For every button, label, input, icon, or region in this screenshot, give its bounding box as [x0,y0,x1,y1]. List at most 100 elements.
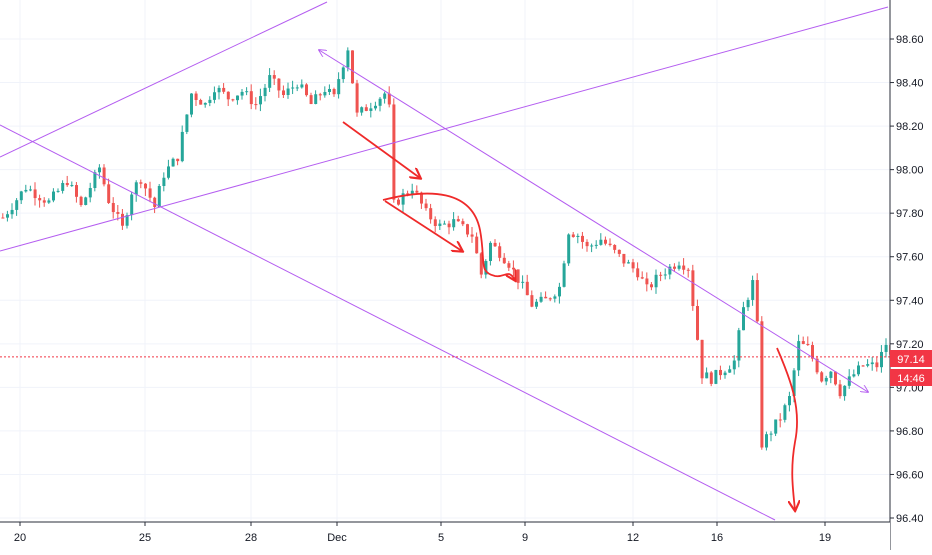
candle [870,362,874,365]
candle [769,433,773,435]
candle [829,371,833,378]
candle [410,190,414,194]
candle [604,239,607,244]
candle [199,99,203,105]
candle [194,93,198,100]
candle [157,186,161,207]
channel-upper-line-1 [0,1,328,158]
candle [663,274,667,276]
candle [539,296,543,302]
candle [700,339,704,379]
candle [705,372,709,379]
candle [581,235,584,242]
candle [548,298,552,300]
candle [659,274,663,276]
candle [852,374,856,377]
candle [98,167,101,173]
candle [10,209,14,215]
current-price-label-bg [890,350,932,367]
candle [788,396,791,406]
candle [351,50,354,84]
red-arrow-1 [342,121,420,178]
candle [323,91,327,96]
y-tick-label: 98.40 [896,78,924,90]
countdown-label: 14:46 [897,373,925,385]
candle [213,92,216,100]
candle [47,200,51,203]
candle [116,212,120,214]
candle [677,265,681,269]
candle [553,296,557,299]
candle [875,362,879,368]
candle [594,244,598,246]
y-tick-label: 97.60 [896,252,924,264]
candle [544,296,548,299]
candle [525,281,529,296]
candle [277,78,281,91]
candle [263,87,267,97]
candle [139,182,143,184]
candle [42,200,46,203]
candle [360,107,364,113]
candle [185,114,189,132]
candle [613,244,617,250]
candle [452,219,456,228]
candle [884,344,888,352]
candle [714,369,718,384]
candle [530,295,534,307]
candle [84,197,88,205]
candle [742,307,745,331]
candle [33,189,37,199]
x-tick-label: 12 [627,532,639,544]
candle [291,87,295,89]
candle [259,96,262,105]
candle [622,253,626,264]
candle [176,158,180,162]
grid [0,0,890,522]
candle [364,107,368,111]
candle [535,301,538,307]
candle [226,91,230,100]
candle [355,83,359,113]
candle [650,284,653,288]
candle [236,95,239,101]
candle [346,50,350,68]
candle [6,214,9,218]
candle [838,384,842,397]
candle [709,372,713,384]
candle [461,221,465,225]
candle [576,235,580,237]
candle [374,105,377,109]
candle [631,262,635,269]
x-tick-label: 16 [711,532,723,544]
candle [567,234,571,264]
candle [341,67,345,80]
candle [286,88,290,96]
candle [56,190,60,192]
candle [245,91,249,93]
candle [512,267,515,270]
candle [820,372,824,382]
candle [719,369,722,376]
candle [498,246,502,258]
candle [654,274,658,288]
candle [29,189,32,191]
candle [682,265,686,270]
y-tick-label: 98.60 [896,34,924,46]
candle [180,131,184,162]
countdown-label-bg [890,369,932,386]
candle [88,188,92,198]
candle [130,194,134,216]
candle [571,234,575,237]
x-tick-label: 20 [14,532,26,544]
price-tags: 97.14 14:46 [890,350,932,386]
candle [585,241,589,247]
candle [433,219,437,226]
red-curved-arrow [382,192,515,280]
candle [337,79,341,95]
candle [148,188,152,198]
candle [24,189,28,192]
candle [857,365,860,375]
candle [558,286,561,297]
